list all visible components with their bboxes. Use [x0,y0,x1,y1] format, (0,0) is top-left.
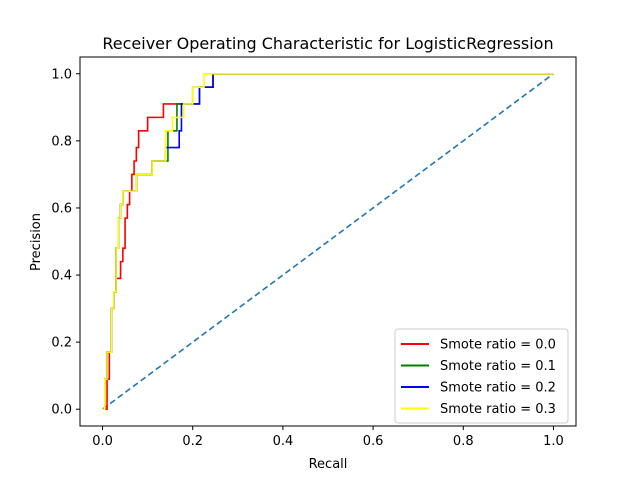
x-tick-label: 0.2 [182,434,203,449]
legend-label: Smote ratio = 0.2 [440,381,556,396]
x-tick-label: 1.0 [543,434,564,449]
x-tick-label: 0.4 [273,434,294,449]
legend: Smote ratio = 0.0 Smote ratio = 0.1 Smote … [394,328,569,424]
legend-label: Smote ratio = 0.0 [440,338,556,353]
y-tick-label: 0.6 [51,201,72,216]
y-axis-ticks: 0.0 0.2 0.4 0.6 0.8 1.0 [51,67,80,418]
axes-frame [79,56,577,427]
y-tick-label: 0.8 [51,134,72,149]
legend-label: Smote ratio = 0.3 [440,402,556,417]
x-tick-label: 0.6 [363,434,384,449]
y-tick-label: 0.0 [51,403,72,418]
plot-area [102,72,554,411]
x-axis-label: Recall [309,457,348,472]
y-tick-label: 0.2 [51,336,72,351]
x-tick-label: 0.8 [453,434,474,449]
y-axis-label: Precision [29,213,44,271]
y-tick-label: 1.0 [51,67,72,82]
legend-label: Smote ratio = 0.1 [440,359,556,374]
legend-box [394,328,569,424]
x-tick-label: 0.0 [92,434,113,449]
x-axis-ticks: 0.0 0.2 0.4 0.6 0.8 1.0 [92,426,564,449]
chance-diagonal-line [102,73,554,410]
chart-title: Receiver Operating Characteristic for Lo… [102,34,553,53]
y-tick-label: 0.4 [51,269,72,284]
series-line-3 [102,72,554,411]
